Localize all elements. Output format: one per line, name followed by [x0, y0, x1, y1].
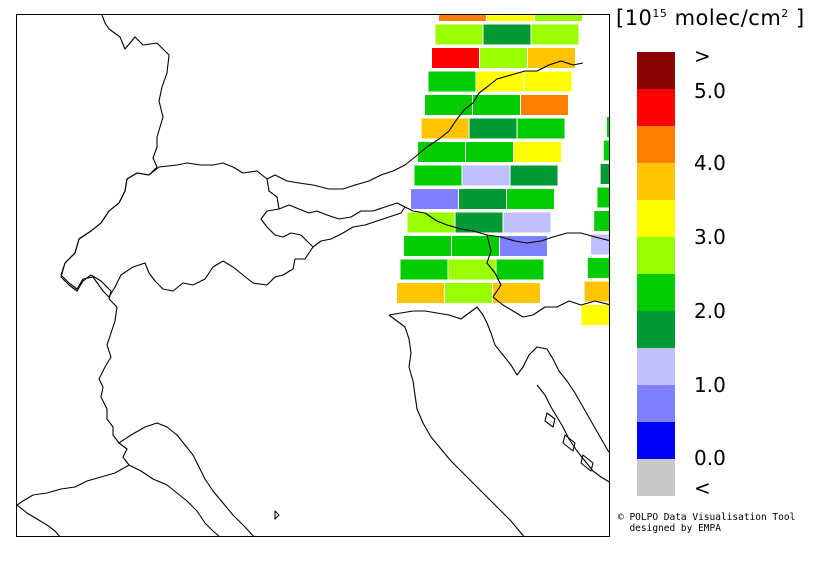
swath-pixel — [517, 118, 565, 139]
swath-pixel — [500, 236, 547, 256]
swath-pixel — [487, 15, 534, 21]
swath-pixel — [510, 165, 558, 186]
swath-pixel — [587, 258, 609, 278]
swath-pixel — [414, 165, 462, 186]
map-panel[interactable] — [16, 14, 610, 537]
swath-pixel — [428, 71, 476, 92]
border-austria-italy — [278, 202, 406, 220]
border-germany-austria — [266, 60, 584, 190]
island-elba — [274, 510, 280, 520]
legend-tick-label: 4.0 — [694, 151, 726, 175]
coast-istria — [486, 322, 609, 453]
swath-pixel — [493, 283, 540, 303]
swath-pixel — [584, 281, 609, 302]
legend-swatch — [637, 422, 675, 459]
legend-swatch — [637, 385, 675, 422]
legend-tick-label: 2.0 — [694, 299, 726, 323]
swath-pixel — [594, 211, 609, 231]
swath-pixel — [418, 142, 465, 162]
border-switzerland — [60, 162, 314, 298]
swath-pixel — [445, 283, 492, 303]
unit-prefix: [10 — [616, 6, 653, 30]
swath-pixel — [597, 187, 609, 208]
swath-pixel — [531, 24, 579, 45]
map-canvas[interactable] — [17, 15, 610, 537]
unit-exponent-2: 2 — [781, 7, 789, 20]
legend-tick-label: 5.0 — [694, 79, 726, 103]
border-france-north — [17, 15, 170, 506]
swath-pixel — [507, 189, 554, 209]
coast-venice — [388, 306, 488, 324]
border-italy-north — [312, 206, 609, 248]
credit-line-2: designed by EMPA — [618, 523, 721, 534]
legend-swatch — [637, 348, 675, 385]
swath-pixel — [528, 48, 575, 68]
legend-swatch — [637, 163, 675, 200]
coast-italy — [17, 504, 61, 536]
swath-pixel — [514, 142, 561, 162]
legend-swatch — [637, 274, 675, 311]
swath-pixel — [503, 212, 551, 233]
swath-pixel — [476, 71, 524, 92]
swath-pixel — [600, 164, 609, 184]
swath-pixel — [524, 71, 572, 92]
legend-swatch — [637, 237, 675, 274]
swath-pixel — [439, 15, 486, 21]
legend-tick-label: 0.0 — [694, 446, 726, 470]
credit-text: © POLPO Data Visualisation Tool designed… — [618, 512, 795, 534]
legend-swatch — [637, 459, 675, 496]
legend-tick-label: > — [694, 44, 711, 68]
swath-pixel — [455, 212, 503, 233]
swath-pixel — [473, 95, 520, 115]
legend-tick-label: 3.0 — [694, 225, 726, 249]
swath-pixel — [535, 15, 582, 21]
swath-pixel — [452, 236, 499, 256]
swath-pixel — [496, 259, 544, 280]
unit-mid: molec/cm — [667, 6, 782, 30]
unit-exponent: 15 — [652, 7, 668, 20]
country-borders — [17, 15, 609, 536]
swath-pixel — [435, 24, 483, 45]
legend-swatch — [637, 52, 675, 89]
swath-pixel — [581, 305, 609, 325]
swath-pixel — [432, 48, 479, 68]
legend-swatch — [637, 126, 675, 163]
swath-pixel — [459, 189, 506, 209]
swath-pixel — [603, 140, 609, 161]
credit-line-1: © POLPO Data Visualisation Tool — [618, 512, 796, 523]
swath-pixel — [466, 142, 513, 162]
coast-italy-east — [128, 464, 220, 536]
swath-pixel — [462, 165, 510, 186]
swath-pixel — [425, 95, 472, 115]
swath-pixel — [448, 259, 496, 280]
legend-swatch — [637, 311, 675, 348]
swath-pixel — [607, 117, 609, 137]
legend-tick-label: 1.0 — [694, 373, 726, 397]
border-slovenia — [486, 234, 609, 318]
swath-pixel — [483, 24, 531, 45]
swath-pixel — [521, 95, 568, 115]
swath-pixel — [400, 259, 448, 280]
legend-unit-label: [1015 molec/cm2 ] — [616, 6, 805, 30]
swath-pixel — [407, 212, 455, 233]
coast-italy-ligurian — [118, 422, 254, 536]
island-2 — [562, 434, 576, 452]
legend-swatch — [637, 89, 675, 126]
island-3 — [580, 454, 594, 472]
swath-pixel — [404, 236, 451, 256]
color-legend — [637, 52, 675, 496]
swath-pixel — [411, 189, 458, 209]
unit-suffix: ] — [788, 6, 805, 30]
island-1 — [544, 412, 556, 428]
swath-pixel — [421, 118, 469, 139]
legend-tick-label: < — [694, 476, 711, 500]
swath-pixel — [397, 283, 444, 303]
legend-swatch — [637, 200, 675, 237]
coast-croatia-islands — [536, 384, 609, 483]
no2-swaths — [397, 15, 609, 325]
coast-adriatic-west — [388, 314, 525, 536]
swath-pixel — [591, 234, 609, 255]
swath-pixel — [480, 48, 527, 68]
swath-pixel — [469, 118, 517, 139]
